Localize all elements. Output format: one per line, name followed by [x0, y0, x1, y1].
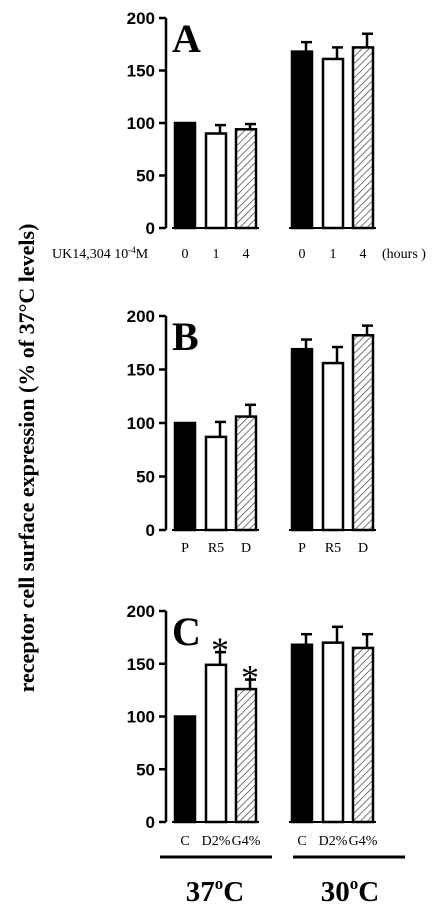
category-label: P	[181, 541, 189, 556]
category-label: 0	[182, 247, 189, 262]
y-tick-label: 150	[127, 62, 155, 81]
group-label-30: 30oC	[321, 874, 379, 908]
bar-30c-2	[321, 57, 345, 230]
y-tick-label: 50	[136, 167, 155, 186]
bar-37c-1	[173, 421, 197, 532]
panel-letter: C	[172, 609, 201, 654]
category-label: 4	[360, 247, 367, 262]
panel-b: 0 50 100 150 200 B P R5 D P R5 D	[127, 307, 376, 556]
bar-37c-2	[204, 663, 228, 824]
y-tick-label: 0	[146, 521, 155, 540]
category-label: 0	[299, 247, 306, 262]
bar-30c-2	[321, 361, 345, 532]
category-label: 1	[330, 247, 337, 262]
bar-30c-1	[290, 50, 314, 230]
y-tick-label: 200	[127, 9, 155, 28]
category-label: D	[241, 541, 251, 556]
category-label: R5	[325, 541, 341, 556]
y-tick-label: 50	[136, 760, 155, 779]
category-label: D	[358, 541, 368, 556]
panel-letter: A	[172, 16, 201, 61]
category-label: C	[297, 834, 306, 849]
category-label: D2%	[319, 834, 348, 849]
significance-marker: *	[241, 658, 259, 698]
bar-37c-3	[234, 128, 258, 230]
panel-a: 0 50 100 150 200 A 0 1 4 0 1 4 UK14,304 10-4M (hours …	[52, 9, 426, 262]
y-tick-label: 100	[127, 708, 155, 727]
y-axis-label: receptor cell surface expression (% of 3…	[14, 224, 39, 693]
y-tick-label: 0	[146, 813, 155, 832]
category-label: 4	[243, 247, 250, 262]
bar-37c-1	[173, 121, 197, 230]
bar-37c-2	[204, 435, 228, 532]
y-tick-label: 200	[127, 602, 155, 621]
bar-30c-1	[290, 347, 314, 532]
y-tick-label: 150	[127, 655, 155, 674]
unit-label: (hours )	[382, 247, 426, 262]
category-label: R5	[208, 541, 224, 556]
y-tick-label: 200	[127, 307, 155, 326]
bar-30c-3	[351, 334, 375, 532]
y-tick-label: 0	[146, 219, 155, 238]
bar-37c-3	[234, 415, 258, 532]
y-tick-label: 100	[127, 414, 155, 433]
group-label-37: 37oC	[186, 874, 244, 908]
category-label: P	[298, 541, 306, 556]
bar-30c-1	[290, 643, 314, 824]
y-tick-label: 150	[127, 361, 155, 380]
category-label: G4%	[232, 834, 261, 849]
category-label: C	[180, 834, 189, 849]
y-tick-label: 100	[127, 114, 155, 133]
bar-37c-2	[204, 132, 228, 230]
category-label: D2%	[202, 834, 231, 849]
bar-30c-2	[321, 641, 345, 824]
category-label: G4%	[349, 834, 378, 849]
bar-37c-1	[173, 715, 197, 824]
group-labels: 37oC 30oC	[160, 855, 405, 908]
significance-marker: *	[211, 630, 229, 670]
panels: 0 50 100 150 200 A 0 1 4 0 1 4 UK14,304 10-4M (hours …	[52, 9, 426, 849]
bar-37c-3	[234, 687, 258, 824]
treatment-label: UK14,304 10-4M	[52, 245, 149, 262]
bar-30c-3	[351, 646, 375, 824]
y-tick-label: 50	[136, 468, 155, 487]
category-label: 1	[213, 247, 220, 262]
panel-letter: B	[172, 314, 199, 359]
bar-30c-3	[351, 46, 375, 230]
